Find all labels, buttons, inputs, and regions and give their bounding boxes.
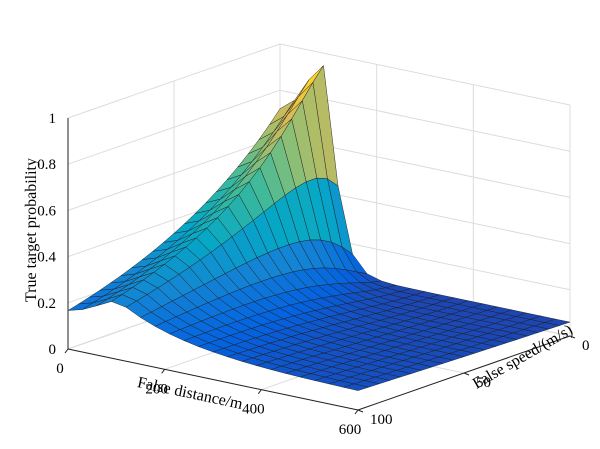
surface-layer <box>67 65 571 391</box>
z-tick-label: 0.8 <box>37 157 56 173</box>
x-tick-label: 200 <box>145 381 168 397</box>
y-tick-mark <box>357 409 364 413</box>
x-tick-label: 0 <box>56 361 64 377</box>
z-tick-label: 1 <box>49 111 57 127</box>
z-tick-label: 0.6 <box>37 203 56 219</box>
x-tick-label: 600 <box>339 422 362 438</box>
x-tick-mark <box>354 409 359 415</box>
z-axis-label: True target probability <box>23 158 40 302</box>
tick-layer: 0 0.2 0.4 0.6 0.8 1 0 200 400 600 0 50 100 <box>37 111 589 438</box>
surface-patch <box>343 383 369 391</box>
grid-line <box>279 89 571 152</box>
x-tick-mark <box>257 389 262 394</box>
z-tick-label: 0.2 <box>37 296 56 312</box>
y-tick-label: 50 <box>476 375 491 391</box>
x-axis-label: False distance/m <box>136 374 245 413</box>
y-tick-mark <box>569 335 576 339</box>
y-tick-mark <box>463 372 470 376</box>
y-tick-label: 100 <box>370 412 393 428</box>
x-tick-mark <box>161 369 166 374</box>
x-axis-line <box>67 348 359 411</box>
y-tick-label: 0 <box>582 338 590 354</box>
x-tick-mark <box>64 348 69 354</box>
grid-line <box>279 43 571 106</box>
x-tick-label: 400 <box>242 402 265 418</box>
z-tick-label: 0.4 <box>37 250 56 266</box>
z-tick-label: 0 <box>49 342 57 358</box>
